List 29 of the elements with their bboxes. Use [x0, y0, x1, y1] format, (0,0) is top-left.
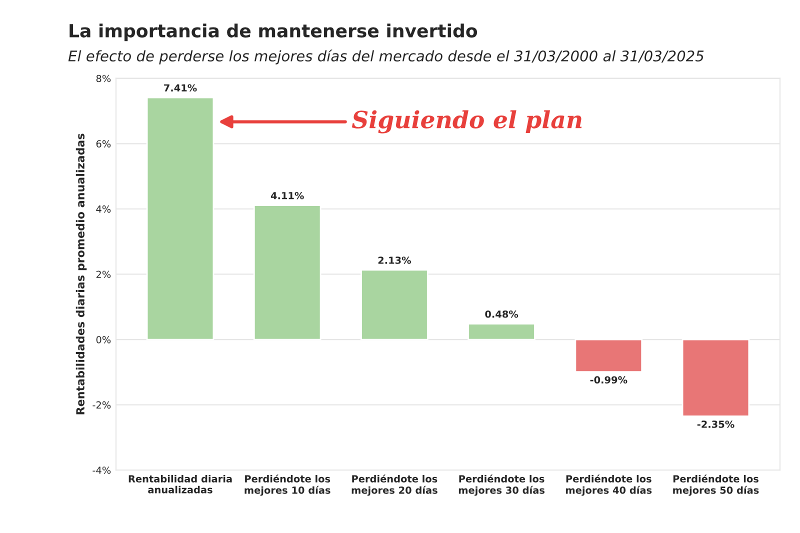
y-tick-label: -2% — [92, 401, 111, 409]
data-label: 4.11% — [270, 192, 304, 200]
x-tick-label: Perdiéndote los mejores 40 días — [566, 474, 652, 496]
y-tick-label: 4% — [96, 205, 111, 213]
data-label: -2.35% — [697, 420, 734, 428]
x-tick-label: Perdiéndote los mejores 50 días — [673, 474, 759, 496]
bar — [360, 269, 428, 340]
chart-subtitle: El efecto de perderse los mejores días del mercado desde el 31/03/2000 al 31/03/2025 — [68, 50, 704, 64]
bar — [253, 204, 322, 340]
y-tick-label: 0% — [96, 336, 111, 344]
data-label: -0.99% — [590, 376, 628, 384]
x-tick-label: Perdiéndote los mejores 20 días — [352, 474, 438, 496]
annotation: Siguiendo el plan — [352, 110, 582, 134]
y-tick-label: 8% — [96, 74, 111, 82]
bar — [682, 338, 750, 417]
bar — [468, 323, 536, 340]
data-label: 7.41% — [164, 84, 197, 92]
bar — [146, 96, 214, 340]
bar — [574, 338, 643, 373]
x-tick-label: Perdiéndote los mejores 30 días — [458, 474, 545, 496]
y-tick-label: 6% — [96, 140, 111, 148]
x-tick-label: Rentabilidad diaria anualizadas — [128, 474, 232, 494]
chart-title: La importancia de mantenerse invertido — [70, 24, 478, 42]
y-axis-title: Rentabilidades diarias promedio anualizadas — [76, 134, 87, 414]
y-tick-label: 2% — [96, 270, 111, 278]
x-tick-label: Perdiéndote los mejores 10 días — [244, 474, 330, 496]
data-label: 2.13% — [378, 256, 412, 264]
data-label: 0.48% — [485, 310, 518, 318]
y-tick-label: -4% — [92, 466, 111, 474]
